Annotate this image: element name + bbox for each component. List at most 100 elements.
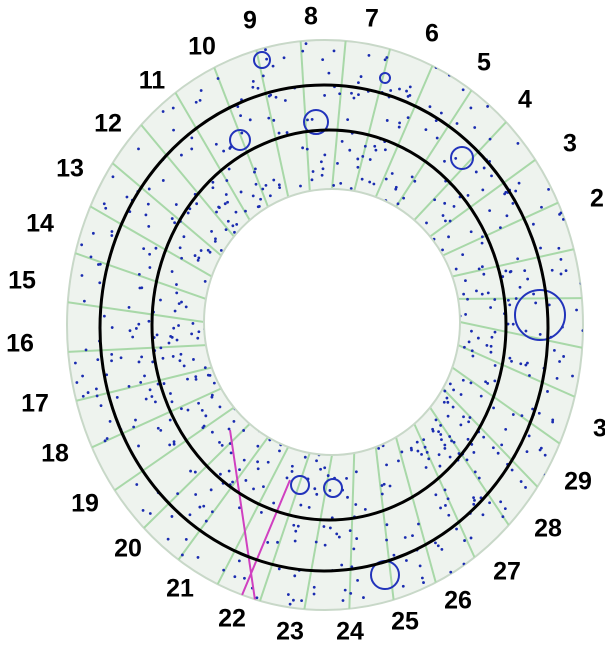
hit	[452, 388, 455, 391]
hit	[437, 430, 440, 433]
hit	[75, 381, 78, 384]
hit	[539, 247, 542, 250]
hit	[301, 146, 304, 149]
hit	[557, 247, 560, 250]
hit	[356, 166, 359, 169]
hit	[176, 492, 179, 495]
hit	[512, 413, 515, 416]
hit	[482, 273, 485, 276]
hit	[267, 461, 270, 464]
hit	[456, 122, 459, 125]
hit	[473, 126, 476, 129]
hit	[106, 437, 109, 440]
hit	[230, 451, 233, 454]
hit	[126, 196, 129, 199]
hit	[518, 182, 521, 185]
hit	[195, 202, 198, 205]
hit	[156, 333, 159, 336]
hit	[398, 121, 401, 124]
hit	[404, 536, 407, 539]
hit	[212, 186, 215, 189]
hit	[352, 547, 355, 550]
hit	[83, 300, 86, 303]
hit	[257, 87, 260, 90]
hit	[138, 273, 141, 276]
hit	[341, 140, 344, 143]
hit	[488, 501, 491, 504]
hit	[231, 224, 234, 227]
hit	[400, 451, 403, 454]
sector-label: 3	[563, 130, 577, 158]
hit	[346, 118, 349, 121]
hit	[159, 429, 162, 432]
hit	[443, 202, 446, 205]
hit	[381, 493, 384, 496]
hit	[540, 206, 543, 209]
hit	[402, 197, 405, 200]
hit	[299, 504, 302, 507]
page: {"sector_labels": ["2", "3", "4", "5", "…	[0, 0, 605, 648]
hit	[422, 438, 425, 441]
hit	[225, 228, 228, 231]
hit	[292, 524, 295, 527]
hit	[348, 149, 351, 152]
hit	[472, 496, 475, 499]
hit	[110, 234, 113, 237]
hit	[481, 265, 484, 268]
hit	[321, 174, 324, 177]
hit	[440, 438, 443, 441]
hit	[265, 58, 268, 61]
hit	[435, 418, 438, 421]
hit	[482, 513, 485, 516]
hit	[267, 117, 270, 120]
hit	[444, 220, 447, 223]
hit	[257, 467, 260, 470]
hit	[481, 235, 484, 238]
hit	[499, 500, 502, 503]
hit	[340, 564, 343, 567]
sector-label: 27	[493, 558, 521, 586]
hit	[508, 357, 511, 360]
hit	[252, 195, 255, 198]
hit	[120, 356, 123, 359]
hit	[313, 593, 316, 596]
hit	[171, 400, 174, 403]
hit	[313, 487, 316, 490]
hit	[265, 184, 268, 187]
hit	[346, 496, 349, 499]
hit	[327, 474, 330, 477]
hit	[385, 178, 388, 181]
sector-label: 20	[114, 535, 142, 563]
hit	[220, 249, 223, 252]
hit	[226, 201, 229, 204]
hit	[179, 359, 182, 362]
sector-label: 15	[8, 267, 36, 295]
hit	[311, 178, 314, 181]
hit	[111, 230, 114, 233]
hit	[434, 493, 437, 496]
hit	[409, 85, 412, 88]
hit	[375, 149, 378, 152]
hit	[443, 444, 446, 447]
hit	[256, 596, 259, 599]
sector-label: 25	[391, 608, 419, 636]
hit	[286, 477, 289, 480]
hit	[413, 180, 416, 183]
hit	[238, 468, 241, 471]
hit	[194, 375, 197, 378]
hit	[565, 269, 568, 272]
hit	[469, 416, 472, 419]
hit	[434, 541, 437, 544]
hit	[444, 488, 447, 491]
hit	[397, 459, 400, 462]
hit	[467, 194, 470, 197]
event-display: 2345678910111213141516171819202122232425…	[0, 0, 605, 648]
hit	[111, 326, 114, 329]
hit	[172, 107, 175, 110]
hit	[562, 355, 565, 358]
hit	[272, 65, 275, 68]
hit	[228, 168, 231, 171]
hit	[240, 132, 243, 135]
hit	[472, 503, 475, 506]
hit	[509, 271, 512, 274]
